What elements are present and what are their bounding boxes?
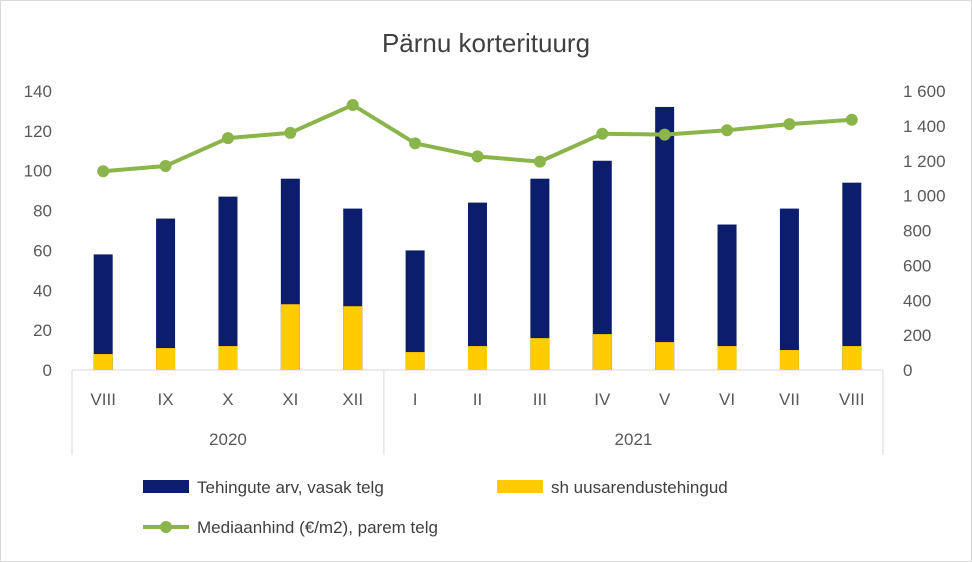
median-price-point <box>346 98 359 111</box>
median-price-point <box>721 124 734 137</box>
left-axis-tick-label: 60 <box>33 241 52 260</box>
right-axis-tick-label: 400 <box>903 291 931 310</box>
median-price-point <box>596 127 609 140</box>
bar-new-development <box>655 342 675 370</box>
median-price-point <box>409 137 422 150</box>
bar-new-development <box>842 346 862 370</box>
x-axis-tick-label: I <box>413 390 418 409</box>
bar-total <box>592 160 612 370</box>
left-axis-tick-label: 100 <box>24 162 52 181</box>
legend-swatch-total <box>143 480 189 493</box>
bar-total <box>842 182 862 370</box>
left-axis-tick-label: 0 <box>43 361 52 380</box>
right-axis-tick-label: 1 400 <box>903 117 946 136</box>
legend-label-median: Mediaanhind (€/m2), parem telg <box>197 518 438 537</box>
median-price-point <box>533 155 546 168</box>
bar-total <box>218 196 238 370</box>
median-price-point <box>97 165 110 178</box>
right-axis-tick-label: 200 <box>903 326 931 345</box>
bar-total <box>717 224 737 370</box>
right-axis-tick-label: 1 200 <box>903 152 946 171</box>
x-axis-tick-label: XII <box>342 390 363 409</box>
median-price-point <box>471 150 484 163</box>
x-axis-tick-label: IV <box>594 390 611 409</box>
bar-total <box>779 208 799 370</box>
right-axis-tick-label: 1 600 <box>903 82 946 101</box>
bar-total <box>93 254 113 370</box>
legend-label-new-development: sh uusarendustehingud <box>551 478 728 497</box>
median-price-point <box>658 128 671 141</box>
chart-title: Pärnu korterituurg <box>382 28 590 58</box>
bar-new-development <box>218 346 238 370</box>
x-axis-tick-label: XI <box>282 390 298 409</box>
bar-new-development <box>592 334 612 370</box>
legend-label-total: Tehingute arv, vasak telg <box>197 478 384 497</box>
x-axis-group-label: 2020 <box>209 430 247 449</box>
legend-swatch-new-development <box>497 480 543 493</box>
median-price-point <box>159 159 172 172</box>
left-axis-tick-label: 140 <box>24 82 52 101</box>
bar-new-development <box>717 346 737 370</box>
left-axis-tick-label: 80 <box>33 202 52 221</box>
right-axis-tick-label: 1 000 <box>903 187 946 206</box>
bar-new-development <box>779 350 799 370</box>
x-axis-tick-label: VII <box>779 390 800 409</box>
bar-new-development <box>405 352 425 370</box>
left-axis-tick-label: 20 <box>33 321 52 340</box>
median-price-point <box>845 113 858 126</box>
x-axis-tick-label: II <box>473 390 482 409</box>
bar-total <box>530 178 550 370</box>
bar-new-development <box>343 306 363 370</box>
median-price-point <box>221 132 234 145</box>
bar-total <box>468 202 487 370</box>
bar-total <box>156 218 176 370</box>
left-axis-tick-label: 120 <box>24 122 52 141</box>
legend-swatch-median-point <box>160 521 172 533</box>
bar-new-development <box>93 354 113 370</box>
legend: Tehingute arv, vasak telg sh uusarenduste… <box>143 478 728 537</box>
bar-new-development <box>530 338 550 370</box>
median-price-series <box>97 98 858 178</box>
bar-new-development <box>468 346 487 370</box>
bar-new-development <box>156 348 176 370</box>
x-axis-tick-label: IX <box>158 390 174 409</box>
right-axis-tick-label: 0 <box>903 361 912 380</box>
x-axis-tick-label: VIII <box>839 390 865 409</box>
x-axis-tick-label: X <box>222 390 233 409</box>
x-axis-tick-label: VIII <box>90 390 116 409</box>
x-axis-tick-label: III <box>533 390 547 409</box>
right-axis-tick-label: 600 <box>903 256 931 275</box>
bar-total <box>655 106 675 370</box>
bar-new-development <box>280 304 300 370</box>
right-axis-tick-label: 800 <box>903 222 931 241</box>
bar-total <box>405 250 425 370</box>
median-price-point <box>783 118 796 131</box>
x-axis-tick-label: V <box>659 390 671 409</box>
left-axis-tick-label: 40 <box>33 281 52 300</box>
bars-new-development-series <box>93 304 862 370</box>
x-axis-group-label: 2021 <box>615 430 653 449</box>
median-price-point <box>284 126 297 139</box>
x-axis-tick-label: VI <box>719 390 735 409</box>
